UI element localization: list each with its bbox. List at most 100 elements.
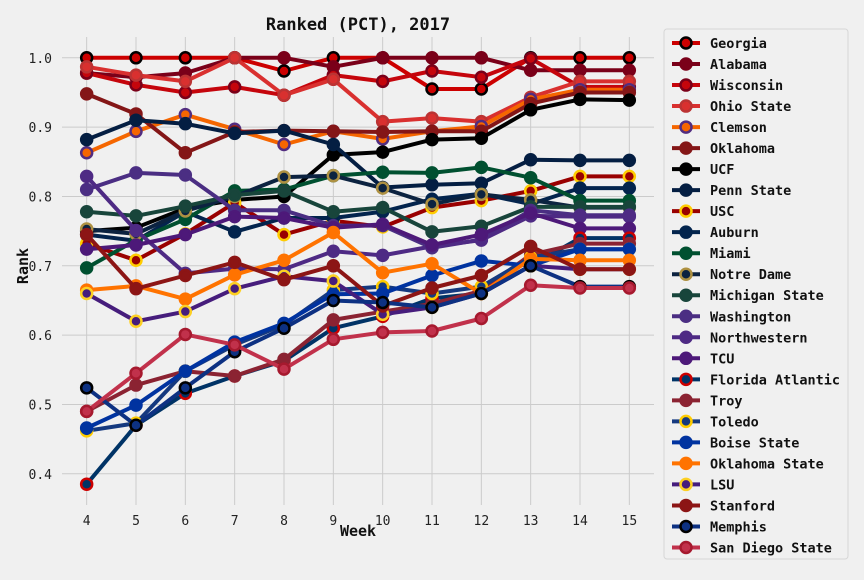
series-group	[79, 227, 637, 313]
data-point	[178, 304, 193, 319]
data-point	[573, 169, 587, 184]
data-point	[277, 321, 291, 335]
series-line	[86, 55, 630, 124]
data-point	[622, 63, 637, 78]
legend-label: Memphis	[710, 519, 767, 535]
data-point	[375, 325, 390, 340]
y-tick-label: 0.4	[29, 468, 53, 483]
legend-label: Georgia	[710, 36, 767, 52]
series-line	[85, 118, 630, 190]
legend-label: Ohio State	[710, 99, 791, 115]
data-point	[474, 51, 489, 65]
data-point	[375, 74, 390, 89]
data-point	[277, 227, 291, 242]
series-line	[86, 188, 630, 234]
data-point	[79, 182, 94, 197]
data-point	[277, 211, 291, 225]
data-point	[79, 132, 94, 147]
x-tick-label: 6	[181, 514, 189, 529]
data-point	[622, 242, 637, 256]
legend-label: San Diego State	[710, 540, 832, 556]
data-point	[425, 82, 439, 96]
legend-marker	[679, 330, 693, 345]
series-line	[85, 87, 630, 155]
x-tick-label: 4	[83, 514, 91, 529]
data-point	[425, 238, 439, 252]
legend-label: Notre Dame	[710, 267, 791, 283]
data-point	[474, 131, 489, 145]
y-tick-label: 1.0	[29, 52, 52, 67]
data-point	[474, 160, 489, 175]
legend-marker	[679, 519, 693, 534]
series-line	[85, 263, 630, 324]
plot-background	[62, 37, 654, 505]
data-point	[129, 281, 143, 296]
data-point	[622, 262, 637, 277]
data-point	[622, 51, 637, 65]
x-tick-label: 14	[572, 514, 588, 529]
data-point	[573, 209, 587, 224]
x-axis-label: Week	[340, 522, 376, 540]
x-tick-label: 9	[329, 514, 337, 529]
data-point	[425, 166, 439, 180]
series-line	[85, 90, 630, 155]
data-point	[79, 286, 94, 301]
y-tick-label: 0.7	[29, 260, 52, 275]
data-point	[79, 87, 94, 101]
data-point	[277, 64, 291, 78]
series-line	[86, 211, 630, 252]
y-tick-label: 0.8	[29, 190, 52, 205]
data-point	[425, 268, 439, 283]
legend-label: Miami	[710, 246, 751, 262]
data-point	[227, 209, 242, 224]
data-point	[178, 381, 193, 395]
data-point	[425, 256, 439, 271]
data-point	[326, 168, 341, 183]
data-point	[622, 209, 637, 224]
legend-marker	[679, 372, 693, 387]
data-point	[523, 51, 538, 66]
data-point	[129, 398, 143, 412]
data-point	[129, 253, 143, 268]
data-point	[178, 199, 193, 213]
legend-marker	[679, 204, 693, 218]
plot-area: 0.4 0.5 0.6 0.7 0.8 0.9 1.0 4 5 6 7 8 9 10 11 12 13 14 15	[29, 37, 654, 529]
series-line	[85, 247, 630, 430]
legend-marker	[679, 36, 693, 50]
data-point	[375, 200, 390, 215]
data-point	[79, 227, 94, 242]
data-point	[227, 338, 242, 352]
data-point	[425, 111, 439, 125]
data-point	[622, 169, 637, 184]
legend-label: Washington	[710, 309, 791, 325]
x-tick-label: 12	[474, 514, 490, 529]
data-point	[277, 51, 291, 65]
x-tick-label: 5	[132, 514, 140, 529]
legend-label: UCF	[710, 162, 734, 178]
series-line	[85, 241, 630, 414]
data-point	[227, 225, 242, 239]
legend-label: LSU	[710, 477, 734, 493]
data-point	[474, 82, 489, 96]
data-point	[425, 64, 439, 78]
x-tick-label: 8	[280, 514, 288, 529]
legend-label: Wisconsin	[710, 78, 783, 94]
data-point	[326, 313, 341, 327]
series-line	[85, 165, 630, 270]
legend-label: Toledo	[710, 414, 759, 430]
series-line	[86, 230, 630, 302]
series-line	[86, 56, 630, 98]
data-point	[79, 477, 94, 491]
data-point	[79, 404, 94, 419]
data-point	[79, 242, 94, 256]
data-point	[129, 238, 143, 252]
data-point	[523, 278, 538, 292]
data-point	[129, 166, 143, 180]
legend-marker	[679, 267, 693, 281]
data-point	[523, 239, 538, 254]
data-point	[277, 88, 291, 102]
series-group	[79, 278, 637, 419]
data-point	[523, 103, 538, 117]
data-point	[178, 268, 193, 283]
